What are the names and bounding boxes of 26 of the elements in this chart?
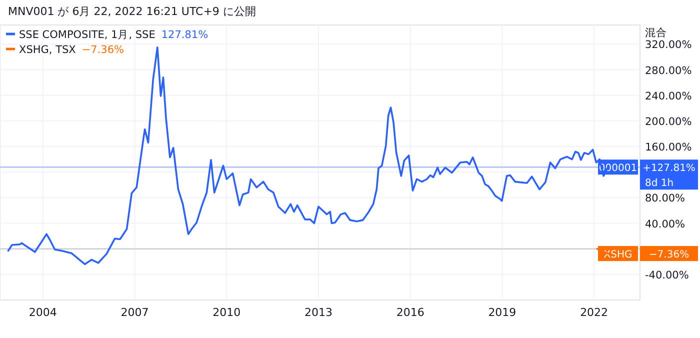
x-tick-label: 2022 xyxy=(580,306,608,319)
y-tick-label: 200.00% xyxy=(645,116,692,128)
text: −7.36% xyxy=(648,250,690,261)
annotation: 000001 xyxy=(598,163,638,174)
x-tick-label: 2013 xyxy=(304,306,332,319)
annotation: −7.36% xyxy=(82,44,124,56)
text: +127.81% xyxy=(642,163,696,174)
x-tick-label: 2007 xyxy=(120,306,149,319)
annotation: 127.81% xyxy=(161,29,208,41)
y-tick-label: 280.00% xyxy=(645,64,692,77)
y-tick-label: 240.00% xyxy=(645,90,692,102)
x-tick-label: 2010 xyxy=(212,306,241,319)
x-tick-label: 2004 xyxy=(28,306,57,319)
chart-title: MNV001 が 6月 22, 2022 16:21 UTC+9 に公開 xyxy=(8,5,256,18)
x-tick-label: 2016 xyxy=(396,306,424,319)
y-tick-label: 40.00% xyxy=(645,218,686,230)
x-tick-label: 2019 xyxy=(488,306,516,319)
text: 混合 xyxy=(645,26,667,39)
legend-label: XSHG, TSX xyxy=(19,44,76,56)
y-tick-label: -40.00% xyxy=(645,269,689,282)
y-tick-label: 80.00% xyxy=(645,192,686,205)
annotation: XSHG xyxy=(604,250,632,261)
legend-label: SSE COMPOSITE, 1月, SSE xyxy=(19,29,156,41)
y-tick-label: 160.00% xyxy=(645,142,692,154)
text: 8d 1h xyxy=(645,178,674,190)
y-tick-label: 320.00% xyxy=(645,39,692,52)
